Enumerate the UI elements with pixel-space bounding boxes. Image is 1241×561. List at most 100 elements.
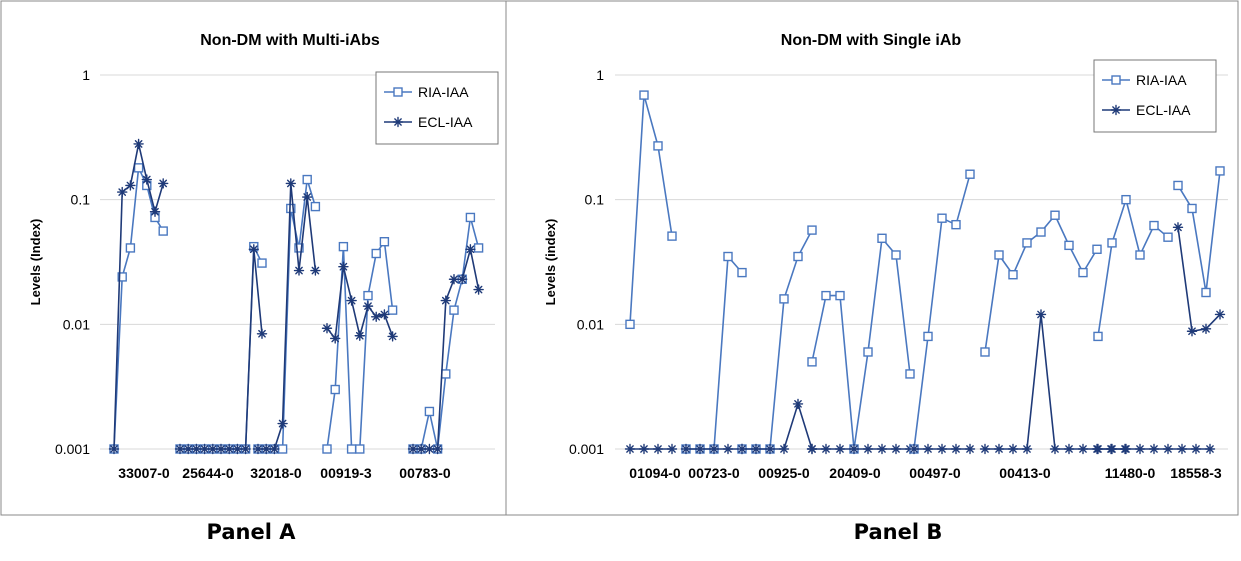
chart-title: Non-DM with Single iAb: [781, 32, 962, 49]
data-point-ecl-iaa: [1120, 443, 1132, 455]
data-point-ria-iaa: [1201, 287, 1211, 298]
data-point-ecl-iaa: [457, 274, 468, 285]
data-point-ria-iaa: [1036, 227, 1046, 237]
series-line-ria-iaa: [811, 236, 911, 450]
data-point-ecl-iaa: [248, 244, 259, 255]
series-line-ecl-iaa: [413, 249, 480, 450]
data-point-ecl-iaa: [862, 443, 874, 455]
data-point-ria-iaa: [923, 331, 933, 342]
data-point-ecl-iaa: [379, 309, 390, 320]
data-point-ecl-iaa: [624, 443, 636, 455]
x-group-label: 11480-0: [1105, 465, 1156, 481]
data-point-ecl-iaa: [1021, 443, 1033, 455]
legend-box: [375, 71, 499, 145]
data-point-ecl-iaa: [1186, 326, 1198, 337]
legend-marker: [393, 87, 403, 97]
data-point-ria-iaa: [465, 212, 476, 223]
data-point-ecl-iaa: [792, 398, 804, 410]
data-point-ecl-iaa: [908, 443, 920, 455]
data-point-ecl-iaa: [1035, 309, 1047, 320]
legend: RIA-IAA ECL-IAA: [375, 71, 499, 145]
legend-marker: [1110, 104, 1122, 116]
panel-frame: [0, 0, 1239, 516]
data-point-ecl-iaa: [1204, 443, 1216, 455]
data-point-ecl-iaa: [465, 244, 476, 255]
data-point-ecl-iaa: [922, 443, 934, 455]
data-point-ecl-iaa: [778, 443, 790, 455]
data-point-ria-iaa: [1163, 232, 1173, 242]
data-point-ria-iaa: [965, 169, 975, 179]
data-point-ecl-iaa: [1148, 443, 1160, 455]
legend-marker: [1111, 75, 1121, 85]
data-point-ecl-iaa: [232, 443, 243, 455]
data-point-ecl-iaa: [371, 311, 382, 322]
data-point-ria-iaa: [473, 243, 484, 253]
y-axis-label: Levels (index): [543, 219, 558, 306]
y-tick-label: 0.01: [577, 316, 604, 332]
data-point-ecl-iaa: [750, 443, 762, 455]
data-point-ria-iaa: [363, 290, 373, 301]
data-point-ecl-iaa: [876, 443, 888, 455]
x-group-label: 00925-0: [758, 465, 810, 481]
data-point-ria-iaa: [835, 290, 845, 301]
data-point-ecl-iaa: [346, 295, 357, 306]
data-point-ecl-iaa: [108, 443, 120, 455]
data-point-ria-iaa: [355, 444, 365, 454]
series-line-ecl-iaa: [258, 183, 317, 450]
data-point-ecl-iaa: [1092, 443, 1104, 455]
x-group-label: 25644-0: [182, 465, 234, 481]
data-point-ecl-iaa: [1214, 309, 1226, 320]
data-point-ecl-iaa: [1176, 443, 1188, 455]
x-group-label: 00723-0: [688, 465, 740, 481]
x-group-label: 32018-0: [250, 465, 302, 481]
data-point-ecl-iaa: [432, 443, 443, 455]
data-point-ecl-iaa: [1200, 323, 1212, 335]
data-point-ecl-iaa: [321, 323, 333, 334]
data-point-ria-iaa: [277, 444, 288, 454]
data-point-ecl-iaa: [191, 443, 202, 455]
data-point-ecl-iaa: [362, 300, 374, 312]
data-point-ria-iaa: [371, 248, 381, 259]
data-point-ria-iaa: [257, 258, 267, 268]
data-point-ria-iaa: [807, 225, 817, 235]
data-point-ria-iaa: [449, 305, 459, 315]
x-group-label: 00919-3: [320, 465, 372, 481]
data-point-ria-iaa: [891, 250, 901, 260]
data-point-ecl-iaa: [207, 443, 219, 455]
data-point-ria-iaa: [387, 305, 398, 315]
data-point-ria-iaa: [310, 201, 321, 212]
data-point-ecl-iaa: [722, 443, 734, 455]
y-tick-label: 1: [596, 67, 604, 83]
data-point-ecl-iaa: [440, 295, 451, 306]
data-point-ecl-iaa: [820, 443, 832, 455]
data-point-ria-iaa: [1092, 244, 1102, 254]
data-point-ecl-iaa: [964, 443, 976, 455]
data-point-ria-iaa: [338, 241, 349, 252]
series-line-ria-iaa: [1177, 170, 1221, 293]
data-point-ria-iaa: [1173, 180, 1183, 191]
data-point-ecl-iaa: [149, 206, 161, 217]
data-point-ecl-iaa: [240, 443, 251, 455]
data-point-ecl-iaa: [638, 443, 650, 455]
chart-title: Non-DM with Multi-iAbs: [200, 32, 380, 49]
data-point-ria-iaa: [1107, 238, 1117, 248]
data-point-ecl-iaa: [473, 284, 484, 295]
data-point-ecl-iaa: [1134, 443, 1146, 455]
legend: RIA-IAA ECL-IAA: [1093, 59, 1217, 133]
data-point-ria-iaa: [1008, 270, 1018, 280]
data-point-ria-iaa: [441, 369, 451, 379]
data-point-ria-iaa: [1135, 250, 1145, 260]
data-point-ria-iaa: [1078, 267, 1088, 278]
data-point-ria-iaa: [302, 174, 312, 185]
data-point-ecl-iaa: [1190, 443, 1202, 455]
data-point-ria-iaa: [779, 294, 789, 304]
data-point-ria-iaa: [322, 444, 332, 454]
x-group-label: 00783-0: [399, 465, 451, 481]
legend-box: [1093, 59, 1217, 133]
data-point-ria-iaa: [158, 226, 168, 236]
data-point-ria-iaa: [639, 90, 649, 100]
data-point-ecl-iaa: [1007, 443, 1019, 455]
data-point-ria-iaa: [667, 231, 677, 241]
data-point-ecl-iaa: [950, 443, 962, 455]
